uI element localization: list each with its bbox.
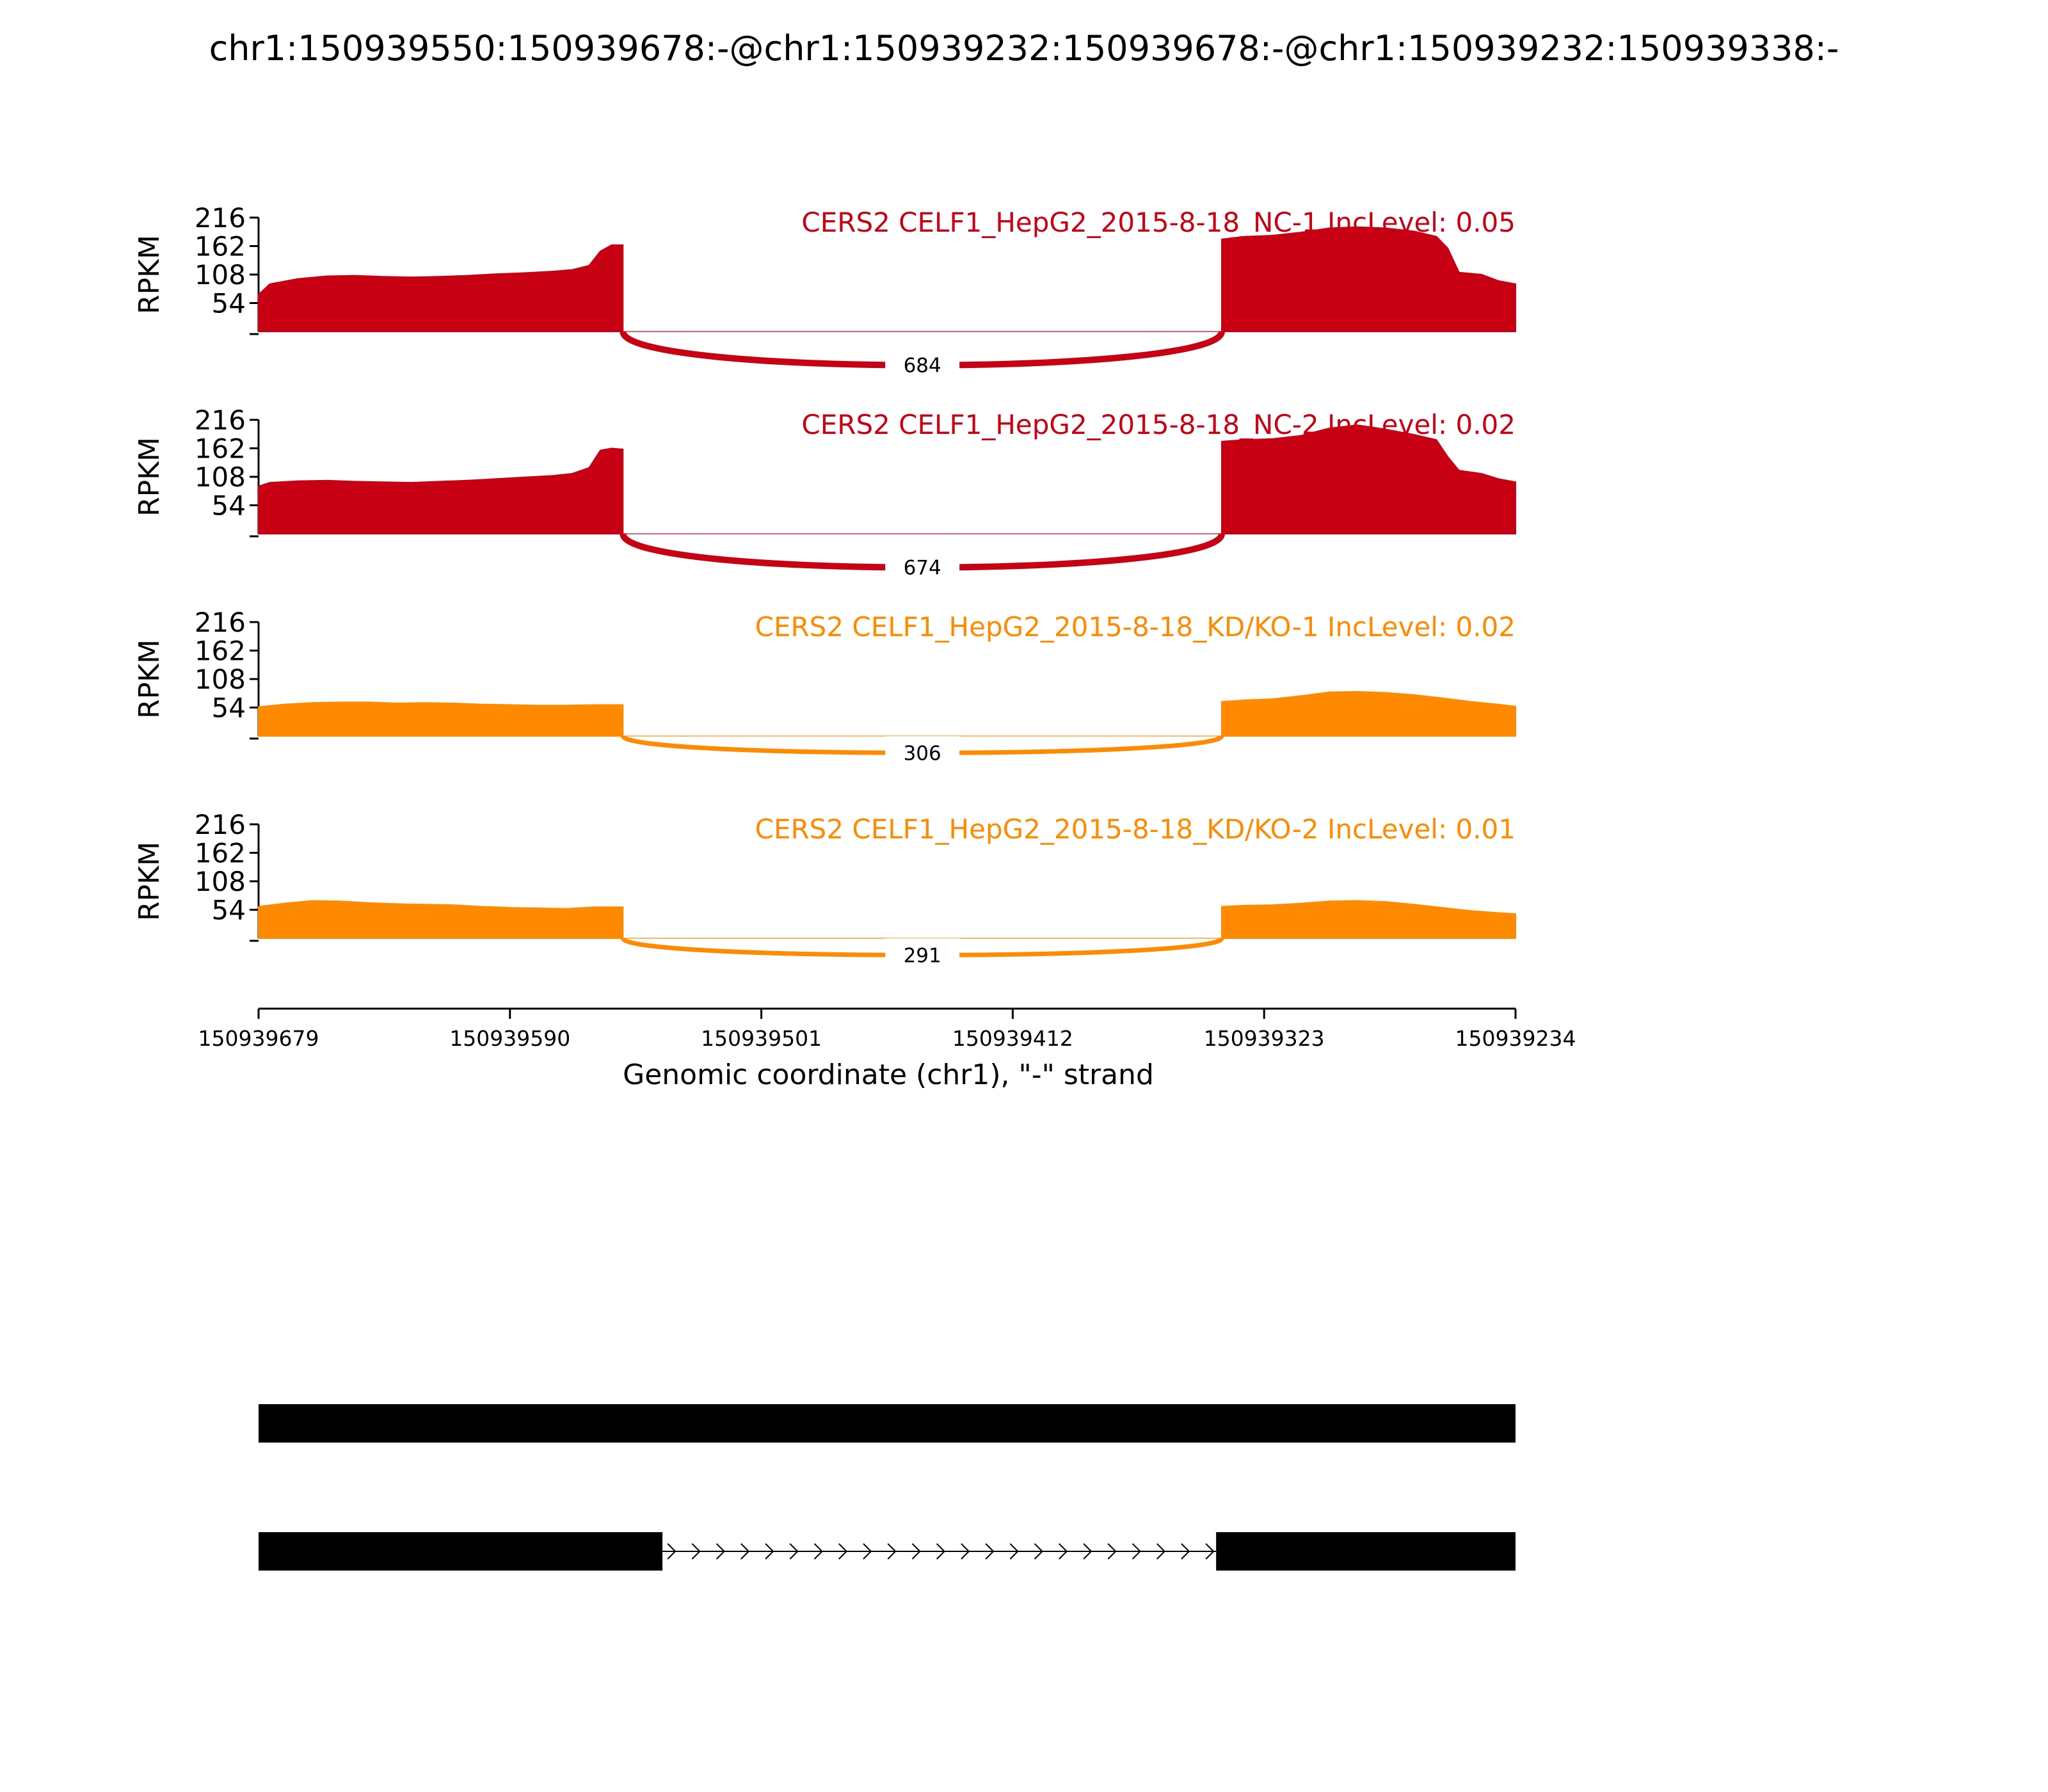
- y-tick-label: 108: [195, 866, 246, 897]
- strand-chevron: [985, 1543, 995, 1560]
- y-tick-label: 162: [195, 433, 246, 465]
- y-tick-label: 162: [195, 838, 246, 869]
- plot-title: chr1:150939550:150939678:-@chr1:15093923…: [209, 28, 1839, 68]
- strand-chevron: [1205, 1543, 1215, 1560]
- sample-label: CERS2 CELF1_HepG2_2015-8-18_NC-2 IncLeve…: [801, 409, 1516, 440]
- y-tick-label: 54: [212, 490, 246, 522]
- exon2-coverage: [1221, 900, 1516, 939]
- exon1-coverage: [258, 701, 624, 737]
- strand-chevron: [1181, 1543, 1190, 1560]
- strand-chevron: [863, 1543, 872, 1560]
- exon-block: [1216, 1532, 1516, 1571]
- x-tick-label: 150939501: [701, 1026, 822, 1051]
- isoform-track: [259, 1404, 1516, 1571]
- y-axis-label: RPKM: [133, 639, 166, 719]
- strand-chevron: [838, 1543, 848, 1560]
- y-tick-label: 216: [195, 607, 246, 638]
- exon1-coverage: [258, 900, 624, 939]
- isoform-model: [259, 1404, 1516, 1443]
- junction-count-label: 291: [904, 944, 941, 967]
- strand-chevron: [911, 1543, 921, 1560]
- y-tick-label: 216: [195, 202, 246, 234]
- junction-label-bg: [885, 348, 960, 380]
- x-axis-label: Genomic coordinate (chr1), "-" strand: [623, 1059, 1154, 1091]
- y-tick-label: 162: [195, 231, 246, 262]
- strand-chevron: [691, 1543, 701, 1560]
- y-tick-label: 216: [195, 809, 246, 840]
- junction-count-label: 684: [904, 355, 941, 378]
- y-tick-label: 108: [195, 461, 246, 493]
- exon2-coverage: [1221, 691, 1516, 737]
- sample-label: CERS2 CELF1_HepG2_2015-8-18_KD/KO-1 IncL…: [755, 611, 1516, 643]
- x-tick-label: 150939412: [952, 1026, 1073, 1051]
- strand-chevron: [789, 1543, 799, 1560]
- y-axis-label: RPKM: [133, 235, 166, 314]
- y-tick-label: 162: [195, 636, 246, 667]
- strand-chevron: [813, 1543, 823, 1560]
- strand-chevron: [1059, 1543, 1068, 1560]
- strand-chevron: [667, 1543, 676, 1560]
- junction-label-bg: [885, 938, 960, 970]
- y-tick-label: 108: [195, 259, 246, 291]
- isoform-model: [259, 1532, 1516, 1571]
- strand-chevron: [716, 1543, 726, 1560]
- sample-label: CERS2 CELF1_HepG2_2015-8-18_KD/KO-2 IncL…: [755, 813, 1516, 845]
- strand-chevron: [887, 1543, 897, 1560]
- exon2-coverage: [1221, 226, 1516, 332]
- junction-label-bg: [885, 550, 960, 582]
- strand-chevron: [961, 1543, 970, 1560]
- strand-chevron: [1083, 1543, 1092, 1560]
- strand-chevron: [740, 1543, 750, 1560]
- junction-label-bg: [885, 736, 960, 767]
- y-axis-label: RPKM: [133, 437, 166, 516]
- exon1-coverage: [258, 244, 624, 332]
- strand-chevron: [765, 1543, 774, 1560]
- exon1-coverage: [258, 447, 624, 534]
- junction-count-label: 306: [904, 742, 941, 765]
- strand-chevron: [1132, 1543, 1141, 1560]
- x-tick-label: 150939590: [449, 1026, 570, 1051]
- x-tick-label: 150939323: [1204, 1026, 1325, 1051]
- exon-block: [259, 1404, 1516, 1443]
- x-axis: 150939679 150939590 150939501 150939412 1509…: [198, 1007, 1576, 1051]
- strand-chevron: [936, 1543, 946, 1560]
- y-tick-label: 54: [212, 692, 246, 724]
- strand-chevron: [1034, 1543, 1043, 1560]
- exon2-coverage: [1221, 424, 1516, 534]
- y-axis-label: RPKM: [133, 842, 166, 921]
- exon-block: [259, 1532, 663, 1571]
- strand-chevron: [1009, 1543, 1019, 1560]
- y-tick-label: 216: [195, 404, 246, 436]
- y-tick-label: 54: [212, 288, 246, 319]
- strand-chevron: [1107, 1543, 1117, 1560]
- x-tick-label: 150939679: [198, 1026, 319, 1051]
- x-tick-label: 150939234: [1455, 1026, 1576, 1051]
- y-tick-label: 108: [195, 664, 246, 695]
- y-tick-label: 54: [212, 895, 246, 926]
- sample-label: CERS2 CELF1_HepG2_2015-8-18_NC-1 IncLeve…: [801, 207, 1516, 238]
- junction-count-label: 674: [904, 557, 941, 580]
- strand-chevron: [1156, 1543, 1166, 1560]
